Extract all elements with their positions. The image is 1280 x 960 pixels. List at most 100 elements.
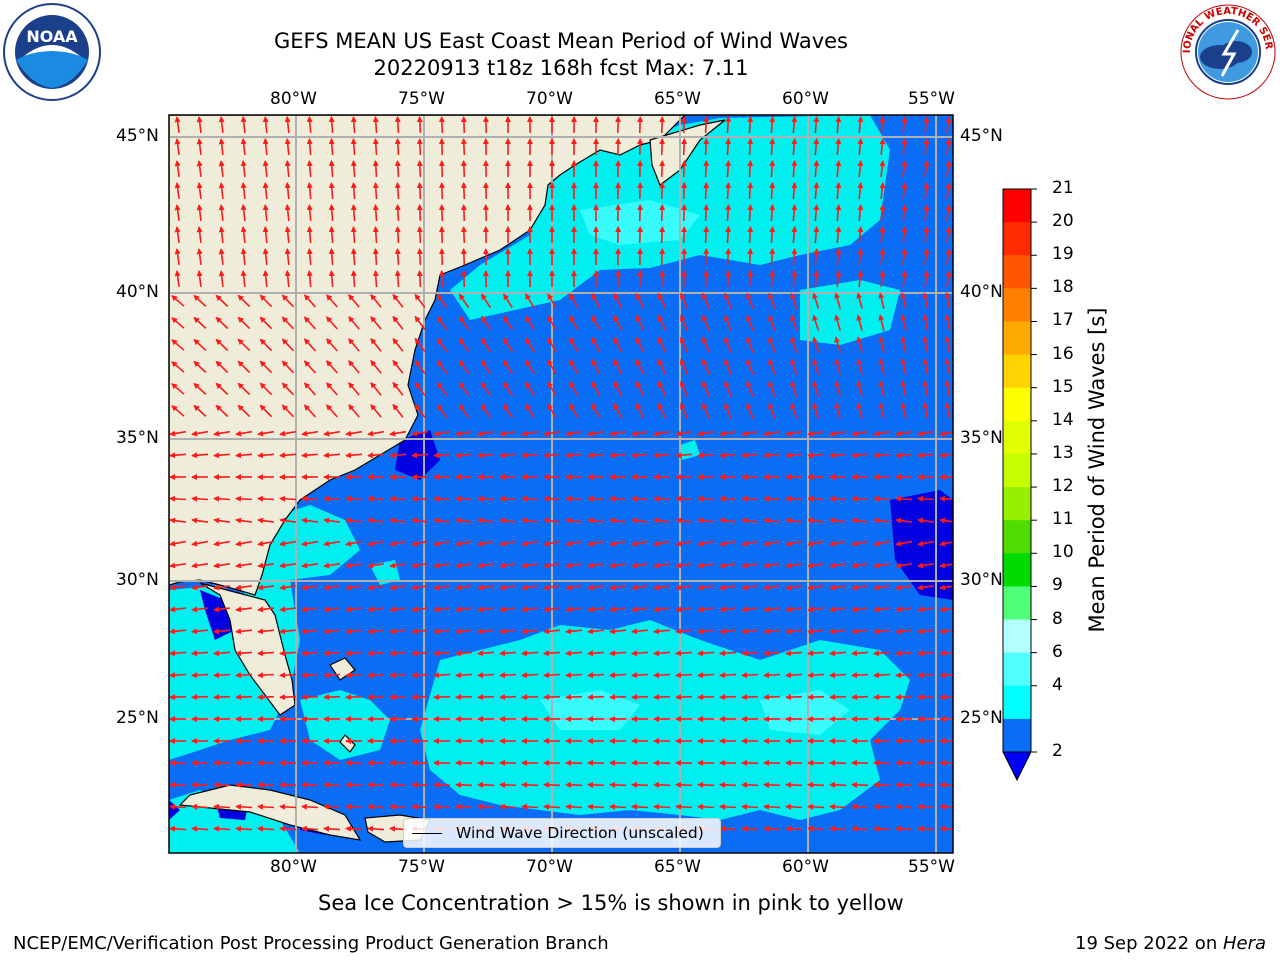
wind-wave-arrow <box>370 360 382 374</box>
wind-wave-arrow <box>433 540 451 547</box>
wind-wave-arrow <box>895 628 913 635</box>
wind-wave-arrow <box>569 403 579 419</box>
wind-wave-arrow <box>215 338 229 352</box>
wind-wave-arrow <box>213 606 230 613</box>
wind-wave-arrow <box>719 672 737 679</box>
wind-wave-arrow <box>613 315 623 331</box>
wind-wave-arrow <box>394 116 401 134</box>
wind-wave-arrow <box>697 495 715 502</box>
wind-wave-arrow <box>763 540 781 547</box>
wind-wave-arrow <box>323 562 341 569</box>
wind-wave-arrow <box>259 360 273 374</box>
wind-wave-arrow <box>879 138 886 155</box>
wind-wave-arrow <box>438 248 445 266</box>
wind-wave-arrow <box>657 336 667 353</box>
colorbar-segment <box>1003 288 1031 322</box>
colorbar-tick-label: 12 <box>1052 476 1074 497</box>
wind-wave-arrow <box>785 803 803 810</box>
wind-wave-arrow <box>213 694 231 701</box>
wind-wave-arrow <box>328 270 335 288</box>
wind-wave-arrow <box>917 628 935 635</box>
wind-wave-arrow <box>306 204 313 222</box>
wind-wave-arrow <box>613 337 623 353</box>
wind-wave-arrow <box>525 403 535 419</box>
wind-wave-arrow <box>657 292 667 309</box>
wind-wave-arrow <box>499 584 517 591</box>
wind-wave-arrow <box>525 381 535 397</box>
wind-wave-arrow <box>235 694 253 701</box>
wind-wave-arrow <box>569 293 579 309</box>
wind-wave-arrow <box>411 430 429 437</box>
wind-wave-arrow <box>631 781 649 788</box>
wind-wave-arrow <box>829 517 847 524</box>
wind-wave-arrow <box>813 226 820 244</box>
wind-wave-arrow <box>807 452 825 459</box>
wind-wave-arrow <box>521 781 539 788</box>
wind-wave-arrow <box>543 540 561 547</box>
wind-wave-arrow <box>480 315 492 331</box>
wind-wave-arrow <box>279 584 297 591</box>
wind-wave-arrow <box>609 694 627 701</box>
wind-wave-arrow <box>653 495 671 502</box>
wind-wave-arrow <box>591 403 601 419</box>
wind-wave-arrow <box>416 138 423 156</box>
wind-wave-arrow <box>345 495 363 502</box>
wind-wave-arrow <box>460 204 467 222</box>
wind-wave-arrow <box>807 803 825 810</box>
wind-wave-arrow <box>719 803 737 810</box>
wind-wave-arrow <box>569 381 579 397</box>
wind-wave-arrow <box>460 182 467 200</box>
wind-wave-arrow <box>741 628 759 635</box>
wind-wave-arrow <box>653 803 671 810</box>
wind-wave-arrow <box>635 292 645 309</box>
wind-wave-arrow <box>169 672 187 679</box>
wind-wave-arrow <box>631 517 649 524</box>
lat-label-right-40n: 40°N <box>960 282 1003 302</box>
wind-wave-arrow <box>458 381 470 397</box>
wind-wave-arrow <box>724 336 732 353</box>
wind-wave-arrow <box>284 138 291 156</box>
wind-wave-arrow <box>323 540 341 547</box>
wind-wave-arrow <box>521 562 539 569</box>
wind-wave-arrow <box>525 337 535 353</box>
wind-wave-arrow <box>503 315 513 331</box>
wind-wave-arrow <box>857 204 864 222</box>
colorbar-tick-label: 20 <box>1052 211 1074 232</box>
wind-wave-arrow <box>521 650 539 657</box>
wind-wave-arrow <box>240 182 247 200</box>
wind-wave-arrow <box>763 628 781 635</box>
wind-wave-arrow <box>455 628 473 635</box>
wind-wave-arrow <box>547 315 557 331</box>
wind-wave-arrow <box>807 584 825 591</box>
wind-wave-arrow <box>543 672 561 679</box>
wind-wave-arrow <box>746 380 754 397</box>
lon-label-bottom-70w: 70°W <box>526 857 573 877</box>
colorbar-segment <box>1003 553 1031 587</box>
wind-wave-arrow <box>873 694 891 701</box>
wind-wave-arrow <box>741 650 759 657</box>
wind-wave-arrow <box>631 672 649 679</box>
wind-wave-arrow <box>191 672 209 679</box>
wind-wave-arrow <box>917 495 935 502</box>
wind-wave-arrow <box>543 803 561 810</box>
wind-wave-arrow <box>725 226 732 244</box>
wind-wave-arrow <box>367 694 385 701</box>
wind-wave-arrow <box>565 694 583 701</box>
wind-wave-arrow <box>303 360 316 374</box>
wind-wave-arrow <box>174 182 181 200</box>
wind-wave-arrow <box>922 336 929 353</box>
wind-wave-arrow <box>301 628 319 635</box>
wind-wave-arrow <box>240 248 247 266</box>
colorbar-tick-label: 2 <box>1052 741 1063 761</box>
wind-wave-arrow <box>857 116 864 134</box>
wind-wave-arrow <box>945 204 952 222</box>
wind-wave-arrow <box>370 404 382 418</box>
wind-wave-arrow <box>281 382 295 396</box>
wind-wave-arrow <box>945 226 952 244</box>
wind-wave-arrow <box>791 138 798 156</box>
wind-wave-arrow <box>895 781 913 788</box>
wind-wave-arrow <box>345 562 363 569</box>
wind-wave-arrow <box>436 293 448 308</box>
wind-wave-arrow <box>681 226 688 244</box>
wind-wave-arrow <box>587 606 604 613</box>
